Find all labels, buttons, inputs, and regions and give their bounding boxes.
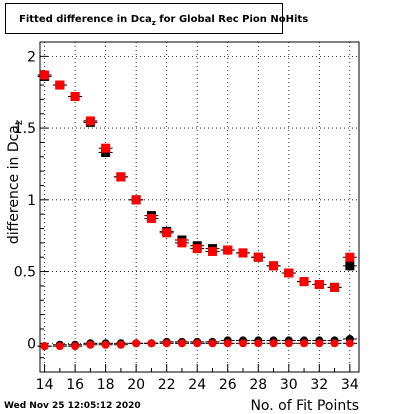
data-marks xyxy=(37,70,357,351)
data-point-circle xyxy=(101,340,110,349)
data-point-square xyxy=(345,252,355,262)
y-tick-label: 1.5 xyxy=(14,121,36,137)
x-tick-label: 34 xyxy=(341,377,359,393)
data-point-square xyxy=(177,238,187,248)
data-point-circle xyxy=(345,339,354,348)
data-point-square xyxy=(192,244,202,254)
data-point-circle xyxy=(147,339,156,348)
x-tick-label: 24 xyxy=(188,377,206,393)
grid xyxy=(40,42,359,372)
data-point-square xyxy=(223,245,233,255)
data-point-square xyxy=(116,172,126,182)
data-point-square xyxy=(284,268,294,278)
data-point-square xyxy=(55,80,65,90)
tick-labels: 14 16 18 20 22 24 26 28 30 32 34 0 0.5 1 1.5 2 xyxy=(14,49,359,393)
axis-ticks xyxy=(40,55,351,372)
y-axis-label-subscript: z xyxy=(14,120,25,125)
data-point-square xyxy=(207,246,217,256)
data-point-square xyxy=(330,282,340,292)
y-tick-label: 2 xyxy=(27,49,36,65)
data-point-square xyxy=(314,279,324,289)
x-tick-label: 18 xyxy=(97,377,115,393)
data-point-circle xyxy=(300,339,309,348)
timestamp: Wed Nov 25 12:05:12 2020 xyxy=(4,401,141,411)
y-tick-label: 1 xyxy=(27,193,36,209)
data-point-circle xyxy=(193,339,202,348)
data-point-square xyxy=(146,213,156,223)
data-point-circle xyxy=(40,342,49,351)
data-point-circle xyxy=(254,339,263,348)
data-point-circle xyxy=(71,342,80,351)
data-point-circle xyxy=(269,339,278,348)
data-point-circle xyxy=(223,339,232,348)
x-tick-label: 16 xyxy=(66,377,84,393)
x-tick-label: 28 xyxy=(249,377,267,393)
x-tick-label: 26 xyxy=(219,377,237,393)
data-point-square xyxy=(345,261,355,271)
data-point-circle xyxy=(162,339,171,348)
y-tick-label: 0.5 xyxy=(14,265,36,281)
y-axis-label-main: difference in Dca xyxy=(6,125,22,244)
chart-title-rest: for Global Rec Pion NoHits xyxy=(155,14,309,25)
y-tick-label: 0 xyxy=(27,336,36,352)
data-point-circle xyxy=(132,339,141,348)
data-point-circle xyxy=(116,340,125,349)
x-tick-label: 14 xyxy=(36,377,54,393)
data-point-circle xyxy=(208,339,217,348)
data-point-square xyxy=(70,92,80,102)
chart-title-main: Fitted difference in Dca xyxy=(19,14,152,25)
data-point-circle xyxy=(315,339,324,348)
data-point-square xyxy=(131,195,141,205)
data-point-square xyxy=(269,261,279,271)
y-axis-label: difference in Dcaz xyxy=(6,120,25,244)
chart-title: Fitted difference in Dcaz for Global Rec… xyxy=(19,14,308,27)
data-point-square xyxy=(40,70,50,80)
x-tick-label: 30 xyxy=(280,377,298,393)
x-tick-label: 22 xyxy=(158,377,176,393)
data-point-circle xyxy=(239,339,247,348)
data-point-square xyxy=(253,252,263,262)
x-axis-label: No. of Fit Points xyxy=(250,398,359,414)
data-point-circle xyxy=(284,339,293,348)
data-point-square xyxy=(162,228,172,238)
data-point-circle xyxy=(177,339,186,348)
data-point-square xyxy=(238,248,248,258)
data-point-circle xyxy=(330,339,339,348)
plot-frame xyxy=(39,41,360,373)
x-tick-label: 20 xyxy=(127,377,145,393)
data-point-square xyxy=(85,116,95,126)
data-point-circle xyxy=(86,340,95,349)
data-point-square xyxy=(101,143,111,153)
data-point-square xyxy=(299,277,309,287)
chart-title-box: Fitted difference in Dcaz for Global Rec… xyxy=(5,3,308,34)
x-tick-label: 32 xyxy=(310,377,328,393)
chart-title-subscript: z xyxy=(151,19,156,27)
data-point-circle xyxy=(55,342,64,351)
